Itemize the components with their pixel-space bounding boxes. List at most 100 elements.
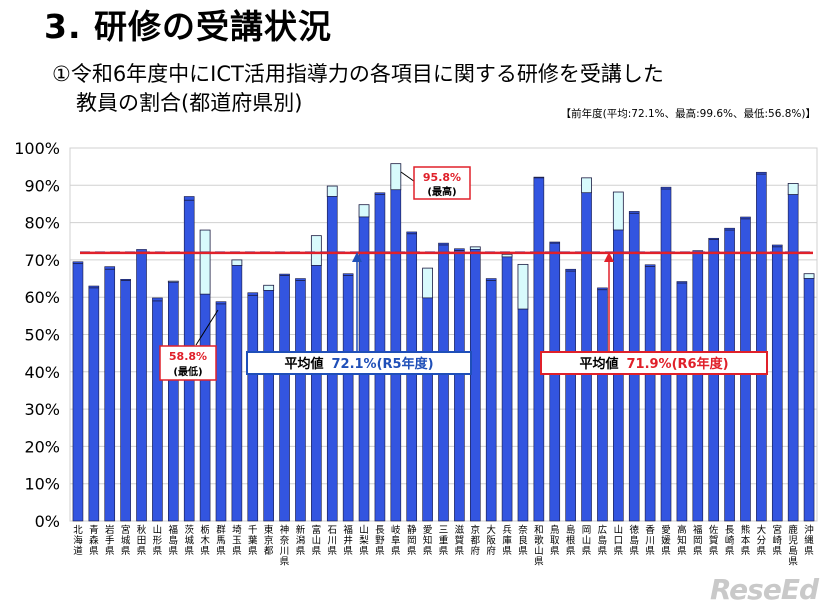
x-tick-label: 高知県 xyxy=(677,524,687,557)
subtitle-line-2: 教員の割合(都道府県別) xyxy=(76,91,303,115)
y-axis-ticks: 0% 10% 20% 30% 40% 50% 60% 70% 80% 90% 100% xyxy=(14,139,60,531)
bar-current-year xyxy=(88,285,100,522)
min-annotation-note: (最低) xyxy=(173,365,202,378)
x-tick-label: 埼玉県 xyxy=(232,524,242,557)
bar-current-year xyxy=(613,229,624,522)
x-tick-label: 徳島県 xyxy=(629,524,639,557)
bar-current-year xyxy=(215,301,227,522)
bar-current-year xyxy=(787,194,799,522)
y-tick-label: 100% xyxy=(14,139,60,158)
watermark-logo: ReseEd xyxy=(710,573,819,606)
x-tick-label: 愛知県 xyxy=(423,524,433,557)
y-tick-label: 90% xyxy=(24,176,60,195)
y-tick-label: 0% xyxy=(35,512,60,531)
bar-current-year xyxy=(485,278,497,522)
bar-current-year xyxy=(549,241,561,522)
bar-prev-year xyxy=(199,229,211,295)
x-tick-label: 沖縄県 xyxy=(804,524,814,557)
x-tick-label: 香川県 xyxy=(645,525,655,557)
bar-current-year xyxy=(533,176,545,522)
x-tick-label: 静岡県 xyxy=(407,524,417,557)
bar-current-year xyxy=(644,264,656,522)
bar-current-year xyxy=(199,293,211,522)
avg-r5-value: 72.1%(R5年度) xyxy=(331,356,433,372)
x-tick-label: 山形県 xyxy=(153,525,163,557)
x-tick-label: 北海道 xyxy=(73,525,83,557)
bar-current-year xyxy=(311,265,322,522)
bar-current-year xyxy=(708,237,719,522)
bar-current-year xyxy=(247,292,259,522)
bar-current-year xyxy=(120,278,131,522)
bar-prev-year xyxy=(612,191,624,231)
bar-current-year xyxy=(803,278,815,522)
x-tick-label: 熊本県 xyxy=(741,524,751,557)
avg-r6-value: 71.9%(R6年度) xyxy=(626,356,728,372)
x-tick-label: 岐阜県 xyxy=(391,524,401,557)
bar-current-year xyxy=(263,290,274,522)
bar-current-year xyxy=(104,266,116,522)
avg-r5-prefix: 平均値 xyxy=(284,356,323,372)
x-tick-label: 宮崎県 xyxy=(773,524,783,557)
bar-current-year xyxy=(72,261,84,522)
x-tick-label: 秋田県 xyxy=(137,524,147,557)
bar-prev-year xyxy=(787,183,799,196)
x-tick-label: 滋賀県 xyxy=(455,524,465,557)
x-axis-labels: 北海道青森県岩手県宮城県秋田県山形県福島県茨城県栃木県群馬県埼玉県千葉県東京都神… xyxy=(73,524,814,568)
bar-current-year xyxy=(342,273,354,522)
bar-prev-year xyxy=(581,177,592,194)
bar-prev-year xyxy=(310,235,322,266)
x-tick-label: 岩手県 xyxy=(105,524,115,557)
bar-prev-year xyxy=(390,163,402,191)
x-tick-label: 京都府 xyxy=(471,524,481,557)
x-tick-label: 奈良県 xyxy=(518,524,528,557)
avg-r5-label: 平均値 72.1%(R5年度) xyxy=(246,252,472,375)
x-tick-label: 佐賀県 xyxy=(709,524,719,557)
min-annotation-leader xyxy=(195,309,219,346)
x-tick-label: 大分県 xyxy=(757,524,767,557)
x-tick-label: 石川県 xyxy=(327,525,337,557)
min-annotation: 58.8% (最低) xyxy=(159,309,219,381)
x-tick-label: 長野県 xyxy=(375,525,385,557)
max-annotation-box xyxy=(413,166,471,200)
x-tick-label: 福島県 xyxy=(169,524,179,557)
x-tick-label: 大阪府 xyxy=(486,524,496,557)
avg-r5-text: 平均値 72.1%(R5年度) xyxy=(284,356,433,372)
y-tick-label: 20% xyxy=(24,437,60,456)
bar-current-year xyxy=(692,250,704,522)
section-title: 3. 研修の受講状況 xyxy=(44,7,332,46)
bar-prev-year xyxy=(358,204,370,218)
bar-current-year xyxy=(676,281,688,522)
max-annotation-value: 95.8% xyxy=(423,171,461,184)
x-tick-label: 山梨県 xyxy=(359,525,369,557)
y-tick-label: 50% xyxy=(24,326,60,345)
bar-current-year xyxy=(231,265,243,522)
average-lines xyxy=(80,251,813,255)
bar-prev-year xyxy=(231,259,243,266)
max-annotation-note: (最高) xyxy=(427,185,456,198)
bar-current-year xyxy=(295,278,306,522)
max-annotation: 95.8% (最高) xyxy=(400,166,471,200)
x-tick-label: 福岡県 xyxy=(693,524,703,557)
x-tick-label: 長崎県 xyxy=(725,525,735,557)
previous-year-note: 【前年度(平均:72.1%、最高:99.6%、最低:56.8%)】 xyxy=(560,108,816,120)
x-tick-label: 茨城県 xyxy=(184,524,194,557)
avg-r6-text: 平均値 71.9%(R6年度) xyxy=(579,356,728,372)
x-tick-label: 三重県 xyxy=(439,525,449,557)
x-tick-label: 島根県 xyxy=(566,524,576,557)
x-tick-label: 広島県 xyxy=(598,524,608,557)
x-tick-label: 山口県 xyxy=(614,525,624,557)
avg-r6-arrow-head xyxy=(604,252,614,262)
bar-current-year xyxy=(501,256,513,522)
avg-r6-label: 平均値 71.9%(R6年度) xyxy=(540,252,768,375)
x-tick-label: 和歌山県 xyxy=(534,525,544,568)
bar-current-year xyxy=(438,242,449,522)
bar-current-year xyxy=(422,297,433,522)
x-tick-label: 愛媛県 xyxy=(661,524,671,557)
y-tick-label: 70% xyxy=(24,251,60,270)
bar-current-year xyxy=(454,248,465,522)
x-tick-label: 岡山県 xyxy=(582,525,592,557)
y-tick-label: 40% xyxy=(24,363,60,382)
x-tick-label: 鳥取県 xyxy=(550,524,560,557)
bar-current-year xyxy=(136,249,147,522)
